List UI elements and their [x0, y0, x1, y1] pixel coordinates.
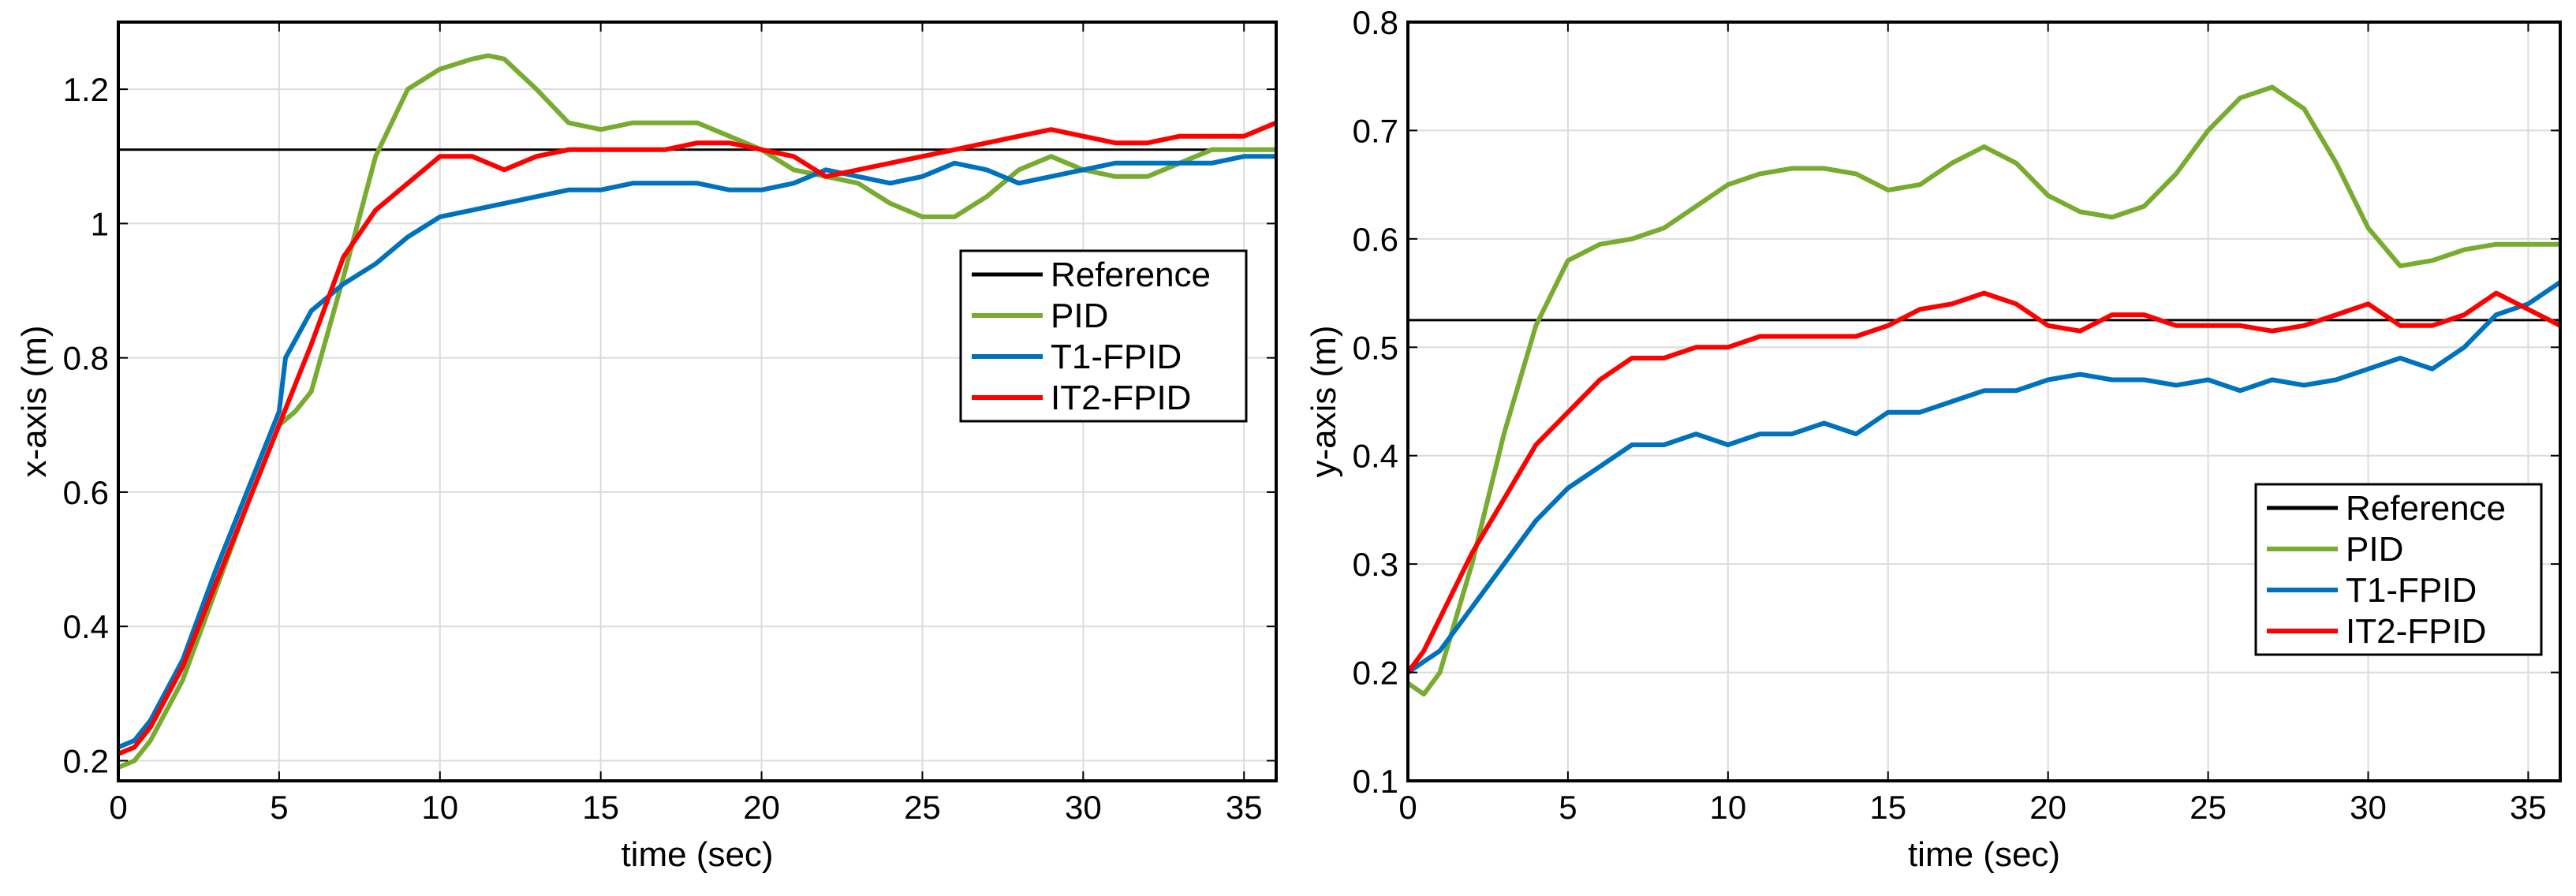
x-tick-label: 35 — [2510, 789, 2547, 826]
y-tick-label: 0.6 — [1353, 221, 1398, 258]
legend-label: Reference — [2346, 489, 2506, 528]
series-line-t1-fpid — [1408, 279, 2560, 675]
x-axis-title: time (sec) — [1908, 835, 2060, 874]
legend-label: IT2-FPID — [1051, 379, 1191, 417]
series-line-it2-fpid — [118, 120, 1276, 756]
y-tick-label: 1.2 — [63, 71, 109, 108]
x-tick-label: 20 — [743, 789, 780, 826]
legend-box — [2254, 483, 2543, 656]
y-tick-label: 0.4 — [63, 608, 109, 645]
y-tick-label: 0.2 — [1353, 655, 1398, 692]
legend-label: T1-FPID — [2346, 571, 2477, 610]
x-tick-label: 15 — [1869, 789, 1906, 826]
y-tick-label: 0.6 — [63, 474, 109, 511]
legend-label: IT2-FPID — [2346, 612, 2486, 651]
y-tick-label: 0.2 — [63, 742, 109, 779]
series-line-it2-fpid — [1408, 290, 2560, 675]
y-tick-label: 0.5 — [1353, 329, 1398, 366]
x-tick-label: 5 — [1559, 789, 1577, 826]
y-tick-label: 0.3 — [1353, 546, 1398, 583]
y-tick-label: 1 — [91, 205, 109, 242]
y-tick-label: 0.7 — [1353, 112, 1398, 149]
x-axis-title: time (sec) — [621, 835, 773, 874]
legend-label: T1-FPID — [1051, 338, 1182, 376]
x-tick-label: 15 — [582, 789, 619, 826]
x-tick-label: 20 — [2029, 789, 2066, 826]
series-group — [1408, 84, 2560, 697]
x-tick-label: 5 — [270, 789, 288, 826]
series-line-pid — [118, 53, 1276, 770]
x-tick-label: 30 — [2350, 789, 2387, 826]
legend-label: PID — [2346, 530, 2403, 569]
legend-box — [959, 249, 1248, 423]
y-tick-label: 0.4 — [1353, 438, 1398, 475]
x-tick-label: 10 — [421, 789, 458, 826]
y-tick-label: 0.8 — [1353, 4, 1398, 41]
left-chart-x-axis: 0 5 10 15 20 25 30 35 0.2 0.4 0.6 0.8 1 1.2 time (sec)… — [15, 21, 1278, 874]
series-line-pid — [1408, 84, 2560, 697]
x-tick-label: 30 — [1065, 789, 1102, 826]
x-tick-label: 25 — [904, 789, 941, 826]
x-tick-label: 0 — [1398, 789, 1417, 826]
y-tick-label: 0.1 — [1353, 763, 1398, 800]
series-group — [118, 53, 1276, 770]
x-tick-label: 10 — [1709, 789, 1746, 826]
y-axis-title: x-axis (m) — [15, 325, 54, 477]
x-tick-label: 35 — [1226, 789, 1263, 826]
y-tick-label: 0.8 — [63, 340, 109, 377]
right-chart-y-axis: 0 5 10 15 20 25 30 35 0.1 0.2 0.3 0.4 0.5 0.6 0.7 0.8 ti… — [1305, 4, 2562, 874]
x-tick-label: 0 — [109, 789, 127, 826]
legend-label: Reference — [1051, 256, 1211, 294]
x-tick-label: 25 — [2190, 789, 2227, 826]
plot-frame — [117, 21, 1278, 782]
series-line-t1-fpid — [118, 154, 1276, 750]
plot-frame — [1406, 21, 2562, 782]
legend-label: PID — [1051, 297, 1108, 335]
y-axis-title: y-axis (m) — [1305, 325, 1343, 477]
